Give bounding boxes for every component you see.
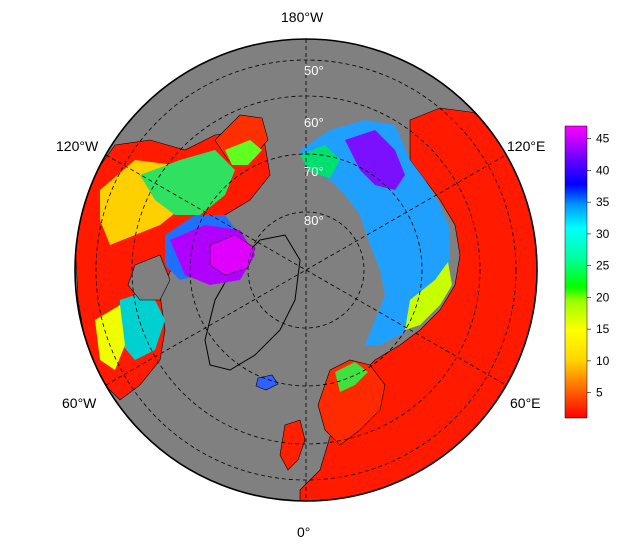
colorbar-tick-label: 15 [596, 322, 610, 336]
land-scandinavia [317, 359, 386, 446]
lon-label-120e: 120°E [507, 138, 545, 154]
colorbar-tick-label: 35 [596, 195, 610, 209]
land-siberia-band [300, 120, 450, 345]
lat-label-50: 50° [304, 63, 324, 78]
lon-label-60w: 60°W [62, 395, 97, 411]
colorbar-tick-label: 10 [596, 354, 610, 368]
colorbar-ticks: 5 10 15 20 25 30 35 40 45 [587, 132, 610, 400]
colorbar-gradient [564, 125, 588, 419]
land-siberia-purple [345, 130, 405, 190]
colorbar-tick-label: 45 [596, 132, 610, 146]
land-iceland [255, 374, 279, 391]
land-canada-south-cyan [118, 290, 165, 360]
lon-label-120w: 120°W [56, 138, 99, 154]
land-alaska-green [225, 140, 262, 165]
colorbar-tick-label: 5 [596, 386, 603, 400]
land-canada-south-yellow [95, 305, 125, 370]
water-hudson-bay [127, 254, 171, 301]
lon-label-0: 0° [297, 524, 310, 540]
lon-label-180w: 180°W [281, 9, 324, 25]
lat-label-60: 60° [304, 115, 324, 130]
colorbar-tick-label: 25 [596, 259, 610, 273]
graticule [95, 39, 517, 501]
colorbar-tick-label: 30 [596, 227, 610, 241]
lon-label-60e: 60°E [510, 395, 541, 411]
land-siberia-green [300, 145, 340, 178]
lat-label-70: 70° [304, 164, 324, 179]
map-border [74, 38, 538, 502]
colorbar-tick-label: 40 [596, 163, 610, 177]
lat-label-80: 80° [304, 213, 324, 228]
land-british-isles [279, 419, 306, 471]
land-canada-green [140, 150, 235, 215]
colorbar-tick-label: 20 [596, 290, 610, 304]
land-siberia-yellow [405, 262, 452, 330]
lat-circle-80 [247, 211, 365, 329]
colorbar: 5 10 15 20 25 30 35 40 45 [564, 125, 610, 419]
